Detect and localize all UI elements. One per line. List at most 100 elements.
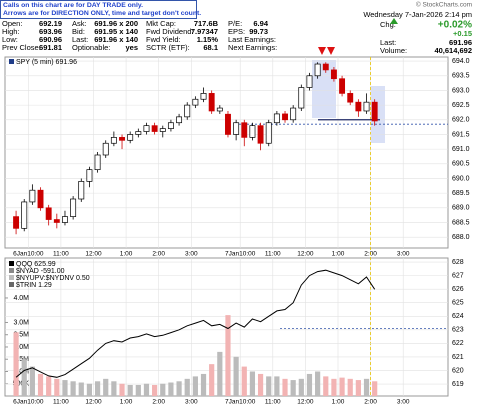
legend-text: QQQ 625.99 — [16, 261, 56, 268]
y-tick-label: 689.5 — [452, 190, 470, 197]
y-tick-label: 691.0 — [452, 146, 470, 153]
x-tick-label: 7Jan10:00 — [225, 399, 256, 406]
legend-swatch — [9, 268, 14, 273]
y-tick-label: 692.0 — [452, 117, 470, 124]
x-tick-label: 1:00 — [332, 399, 345, 406]
volume-bar — [290, 380, 296, 396]
volume-tick-label: 3.0M — [13, 319, 29, 326]
volume-bar — [21, 359, 27, 396]
candle-body — [339, 78, 346, 94]
quote-label: Low: — [2, 35, 18, 44]
candle-body — [225, 113, 231, 135]
volume-bar — [111, 381, 117, 396]
candle-body — [184, 104, 191, 118]
x-tick-label: 3:00 — [397, 251, 410, 258]
legend-swatch — [9, 261, 14, 266]
quote-label: Last Earnings: — [228, 35, 276, 44]
y-tick-label: 620 — [452, 367, 464, 374]
candle-body — [21, 201, 28, 229]
candle-body — [347, 93, 354, 103]
volume-bar — [241, 366, 247, 396]
quote-value: yes — [125, 43, 138, 52]
legend-text: SPY (5 min) 691.96 — [16, 59, 77, 66]
y-tick-label: 626 — [452, 286, 464, 293]
x-tick-label: 6Jan10:00 — [13, 399, 44, 406]
quote-value: 691.95 x 140 — [94, 27, 138, 36]
quote-label: High: — [2, 27, 20, 36]
volume-bar — [306, 373, 313, 396]
quote-label: Fwd Yield: — [146, 35, 181, 44]
candle-body — [330, 69, 337, 80]
candle-body — [371, 101, 378, 122]
y-tick-label: 627 — [452, 272, 464, 279]
candle-body — [37, 189, 44, 209]
volume-bar — [233, 356, 239, 396]
candle-body — [29, 189, 36, 203]
candle-body — [216, 107, 223, 112]
y-tick-label: 625 — [452, 300, 464, 307]
candle-body — [127, 134, 134, 141]
volume-bar — [266, 376, 272, 396]
candle-body — [282, 113, 288, 121]
series-line — [15, 269, 376, 378]
x-tick-label: 12:00 — [297, 251, 314, 258]
price-panel — [4, 56, 449, 249]
volume-bar — [331, 378, 337, 396]
volume-bar — [363, 378, 370, 396]
quote-label: Open: — [2, 19, 22, 28]
volume-bar — [339, 377, 345, 396]
candle-body — [249, 125, 256, 138]
volume-bar — [78, 382, 84, 396]
quote-value: 693.96 — [39, 27, 62, 36]
volume-bar — [168, 382, 174, 396]
candle-body — [363, 101, 370, 112]
quote-value: 6.94 — [253, 19, 268, 28]
candle-body — [13, 216, 20, 229]
x-tick-label: 11:00 — [265, 251, 281, 258]
last-label: Last: — [380, 38, 396, 47]
quote-value: 691.81 — [39, 43, 62, 52]
volume-bar — [372, 381, 378, 396]
volume-bar — [184, 378, 190, 396]
candle-body — [265, 122, 272, 144]
quote-value: 717.6B — [194, 19, 219, 28]
x-tick-label: 2:00 — [152, 399, 165, 406]
candle-body — [322, 63, 329, 71]
volume-bar — [13, 332, 19, 396]
date: Wednesday 7-Jan-2026 2:14 pm — [363, 10, 472, 19]
quote-value: 1.15% — [197, 35, 219, 44]
volume-bar — [94, 381, 101, 396]
quote-value: 691.96 x 200 — [94, 19, 138, 28]
volume-tick-label: 2.5M — [13, 332, 29, 339]
candle-body — [355, 101, 362, 112]
volume-bar — [176, 381, 182, 396]
legend-swatch — [9, 282, 14, 287]
candle-body — [151, 125, 158, 132]
quote-label: Prev Close: — [2, 43, 41, 52]
y-tick-label: 622 — [452, 340, 464, 347]
x-tick-label: 3:00 — [185, 251, 198, 258]
y-tick-label: 619 — [452, 381, 464, 388]
quote-label: Mkt Cap: — [146, 19, 176, 28]
y-tick-label: 621 — [452, 354, 464, 361]
volume-bar — [192, 376, 198, 396]
volume-tick-label: 1.5M — [13, 356, 29, 363]
candle-body — [298, 87, 305, 109]
x-tick-label: 2:00 — [364, 399, 377, 406]
candle-body — [53, 219, 60, 223]
candle-body — [62, 216, 68, 223]
volume-bar — [323, 376, 329, 396]
y-tick-label: 693.5 — [452, 73, 470, 80]
x-tick-label: 7Jan10:00 — [225, 251, 256, 258]
x-tick-label: 6Jan10:00 — [13, 251, 44, 258]
y-tick-label: 693.0 — [452, 87, 470, 94]
legend-text: $NYUPV:$NYDNV 0.50 — [16, 275, 90, 282]
volume-bar — [282, 378, 288, 396]
quote-label: Ask: — [72, 19, 87, 28]
volume-bar — [103, 378, 109, 396]
notice-line: Arrows are for DIRECTION ONLY, time and … — [3, 10, 201, 17]
y-tick-label: 692.5 — [452, 102, 470, 109]
candle-body — [200, 93, 207, 100]
x-tick-label: 1:00 — [332, 251, 345, 258]
volume-bar — [46, 376, 52, 396]
